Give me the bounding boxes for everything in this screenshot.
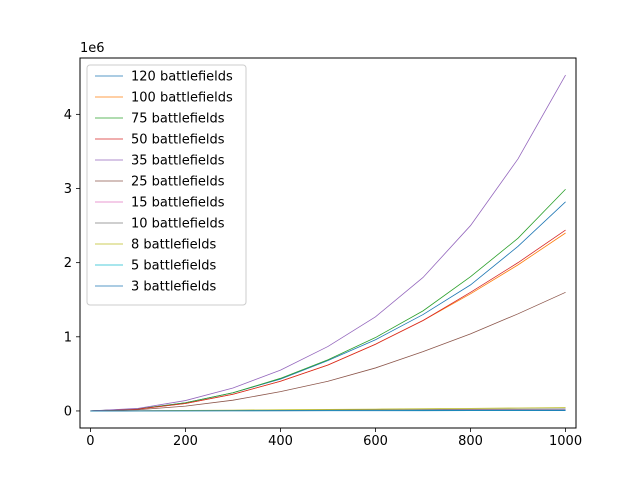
series-line-3: [90, 229, 566, 412]
x-tick-label: 1000: [549, 434, 582, 449]
legend-label: 3 battlefields: [131, 280, 216, 295]
legend: 120 battlefields 100 battlefields 75 battl…: [86, 64, 247, 306]
legend-label: 35 battlefields: [131, 154, 225, 169]
x-axis-ticks: 0 200 400 600 800 1000: [86, 428, 582, 449]
y-offset-text: 1e6: [80, 41, 105, 56]
legend-label: 100 battlefields: [131, 91, 233, 106]
legend-label: 15 battlefields: [131, 196, 225, 211]
legend-label: 25 battlefields: [131, 175, 225, 190]
y-tick-label: 3: [64, 182, 72, 197]
legend-label: 50 battlefields: [131, 133, 225, 148]
y-tick-label: 1: [64, 330, 72, 345]
series-line-2: [90, 188, 566, 412]
legend-label: 75 battlefields: [131, 112, 225, 127]
legend-label: 120 battlefields: [131, 70, 233, 85]
x-tick-label: 400: [268, 434, 293, 449]
y-axis-ticks: 0 1 2 3 4: [64, 108, 80, 419]
y-tick-label: 0: [64, 404, 72, 419]
x-tick-label: 0: [86, 434, 94, 449]
x-tick-label: 200: [173, 434, 198, 449]
y-tick-label: 4: [64, 108, 72, 123]
legend-label: 10 battlefields: [131, 217, 225, 232]
x-tick-label: 800: [458, 434, 483, 449]
legend-label: 5 battlefields: [131, 259, 216, 274]
series-line-5: [90, 291, 566, 412]
legend-label: 8 battlefields: [131, 238, 216, 253]
x-tick-label: 600: [363, 434, 388, 449]
series-line-4: [90, 74, 566, 412]
plot-lines: [90, 74, 566, 412]
axes-frame: [79, 57, 577, 429]
legend-box: [86, 64, 247, 306]
y-tick-label: 2: [64, 256, 72, 271]
